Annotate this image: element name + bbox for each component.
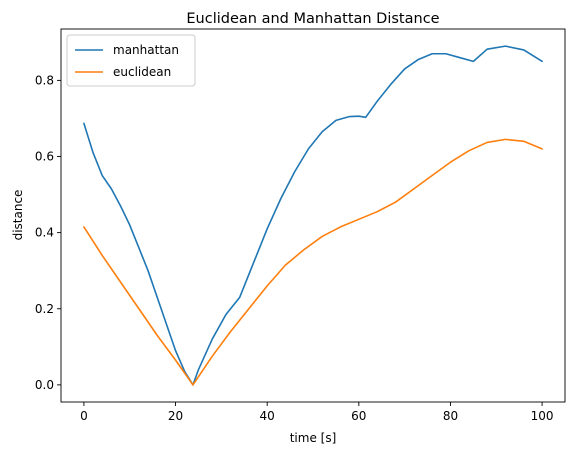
y-tick-label: 0.8: [35, 73, 54, 87]
legend-label-manhattan: manhattan: [113, 43, 179, 57]
x-tick-label: 0: [80, 409, 88, 423]
legend-label-euclidean: euclidean: [113, 65, 171, 79]
x-axis-ticks: 0 20 40 60 80 100: [80, 402, 554, 423]
y-tick-label: 0.0: [35, 378, 54, 392]
series-line-euclidean: [83, 138, 543, 386]
axes-frame: [60, 28, 566, 403]
x-tick-label: 100: [531, 409, 554, 423]
x-tick-label: 20: [168, 409, 183, 423]
series-layer: [83, 45, 543, 386]
y-axis-ticks: 0.0 0.2 0.4 0.6 0.8: [35, 73, 61, 392]
series-line-manhattan: [83, 45, 543, 386]
chart-title: Euclidean and Manhattan Distance: [186, 11, 439, 27]
legend-box: [66, 34, 196, 87]
legend: manhattan euclidean: [66, 34, 196, 87]
x-tick-label: 60: [351, 409, 366, 423]
x-axis-label: time [s]: [290, 431, 337, 445]
y-tick-label: 0.2: [35, 302, 54, 316]
x-tick-label: 40: [260, 409, 275, 423]
x-tick-label: 80: [443, 409, 458, 423]
y-tick-label: 0.4: [35, 226, 54, 240]
y-axis-label: distance: [11, 190, 25, 241]
plot-area: [60, 28, 566, 403]
y-tick-label: 0.6: [35, 150, 54, 164]
